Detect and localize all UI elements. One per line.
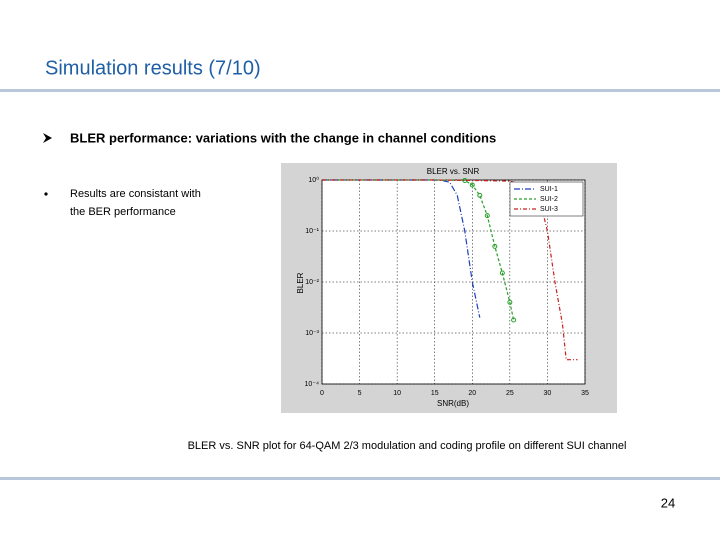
legend-label: SUI-3 xyxy=(540,206,558,213)
point-marker xyxy=(499,270,505,276)
point-marker xyxy=(492,243,498,249)
caption: BLER vs. SNR plot for 64-QAM 2/3 modulat… xyxy=(188,440,627,452)
legend-box xyxy=(509,181,584,217)
arrow-bullet xyxy=(43,133,52,143)
point-marker xyxy=(477,192,483,198)
legend-label: SUI-2 xyxy=(540,196,558,203)
bullet-text: the BER performance xyxy=(70,206,176,218)
series-line xyxy=(322,179,515,321)
bullet-text: Results are consistant with xyxy=(70,188,201,200)
y-tick-label: 10⁻² xyxy=(305,279,319,286)
x-tick-label: 35 xyxy=(581,390,589,397)
legend-label: SUI-1 xyxy=(540,186,558,193)
page-number: 24 xyxy=(661,495,675,510)
y-tick-label: 10⁻³ xyxy=(305,330,319,337)
point-marker xyxy=(511,317,517,323)
slide-title: Simulation results (7/10) xyxy=(45,57,261,79)
chart-title: BLER vs. SNR xyxy=(427,167,480,176)
x-tick-label: 0 xyxy=(320,390,324,397)
x-tick-label: 25 xyxy=(506,390,514,397)
footer-rule xyxy=(0,477,720,480)
x-axis-label: SNR(dB) xyxy=(437,399,469,408)
x-tick-label: 5 xyxy=(358,390,362,397)
point-marker xyxy=(507,299,513,305)
bullet-text: BLER performance: variations with the ch… xyxy=(70,130,496,145)
x-tick-label: 10 xyxy=(393,390,401,397)
y-tick-label: 10⁻¹ xyxy=(305,228,319,235)
series-line xyxy=(322,179,578,361)
y-tick-label: 10⁰ xyxy=(308,176,319,184)
point-marker xyxy=(484,213,490,219)
x-tick-label: 15 xyxy=(431,390,439,397)
y-tick-label: 10⁻⁴ xyxy=(305,381,320,388)
x-tick-label: 30 xyxy=(544,390,552,397)
x-tick-label: 20 xyxy=(468,390,476,397)
point-marker xyxy=(469,182,475,188)
dot-bullet xyxy=(44,192,48,196)
y-axis-label: BLER xyxy=(296,272,305,293)
title-rule xyxy=(0,89,720,92)
